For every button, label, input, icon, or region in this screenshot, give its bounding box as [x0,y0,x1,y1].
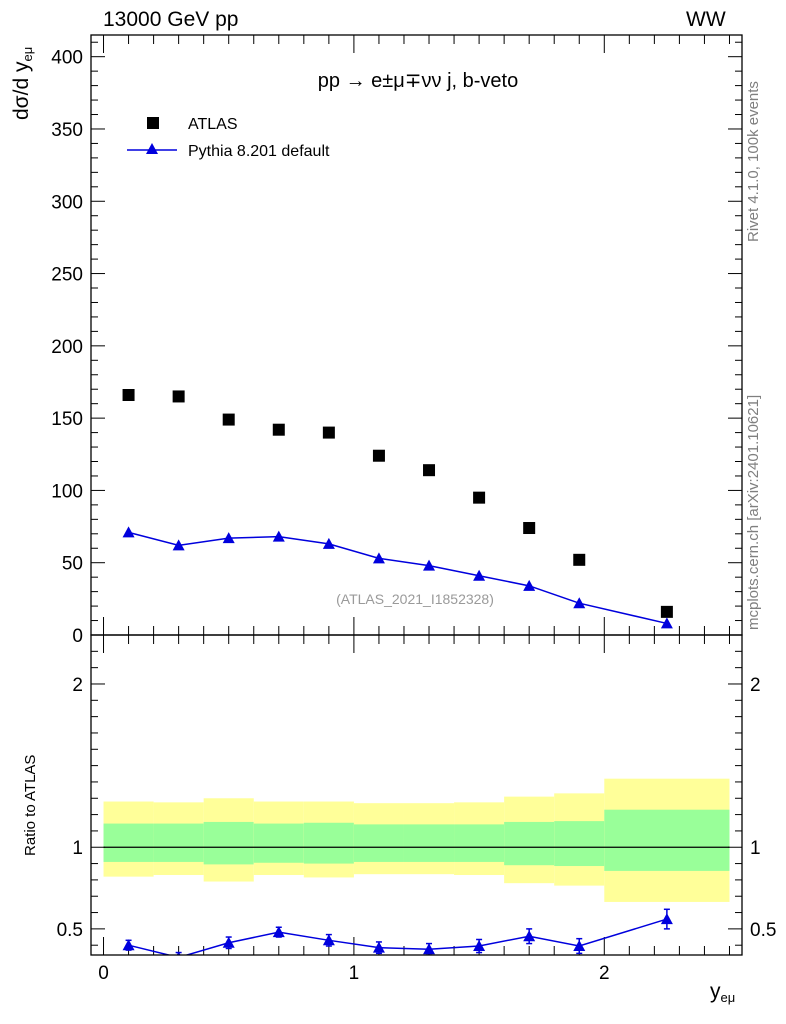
x-axis-label: yeμ [710,980,735,1005]
pythia-data-point [660,617,673,629]
atlas-data-point [523,522,536,535]
main-title: pp → e±μ∓νν j, b-veto [318,70,518,92]
x-axis-label-text: y [710,980,721,1003]
analysis-tag: (ATLAS_2021_I1852328) [336,591,494,607]
pythia-data-point [322,537,335,549]
ratio-uncertainty-bands [103,778,730,902]
pythia-data-point [423,559,436,571]
ratio-band-green [604,809,730,871]
atlas-data-point [322,426,335,439]
atlas-data-point [372,449,385,462]
x-tick-label: 1 [349,963,360,984]
pythia-data-point [573,597,586,609]
main-y-tick-label: 350 [51,120,83,141]
ratio-pythia-data-point [423,943,436,955]
ratio-pythia-data-point [122,939,135,951]
atlas-data-point [423,464,436,477]
ratio-band-green [203,821,254,865]
main-y-axis-label-subscript: eμ [20,46,35,62]
main-y-tick-label: 150 [51,409,83,430]
pythia-data-point [372,552,385,564]
ratio-band-green [554,821,605,867]
main-y-tick-label: 300 [51,192,83,213]
atlas-data-point [660,605,673,618]
ratio-pythia-data-point [322,934,335,946]
ratio-y-tick-label-right: 2 [750,675,761,696]
atlas-data-point [172,390,185,403]
ratio-y-tick-label-right: 1 [750,838,761,859]
ratio-band-green [504,821,555,866]
pythia-data-point [122,526,135,538]
ratio-band-green [153,823,204,862]
ratio-band-green [253,823,304,863]
energy-label: 13000 GeV pp [103,8,239,31]
main-y-tick-label: 400 [51,48,83,69]
ratio-pythia-data-point [660,913,673,925]
ratio-band-green [403,824,455,862]
ratio-pythia-data-point [222,936,235,948]
ratio-band-green [303,822,354,864]
legend-atlas-marker [147,117,159,129]
atlas-data-point [473,491,486,504]
ratio-pythia-data-point [372,941,385,953]
pythia-data-point [172,539,185,551]
ratio-band-green [454,824,505,862]
ratio-y-tick-label: 1 [72,838,83,859]
ratio-pythia-data-point [573,940,586,952]
atlas-data-point [222,413,235,426]
ratio-pythia-data-point [473,940,486,952]
legend-atlas-label: ATLAS [188,116,238,133]
pythia-data-point [473,569,486,581]
x-tick-label: 0 [98,963,109,984]
ratio-pythia-data-point [272,926,285,938]
x-axis-label-subscript: eμ [720,990,736,1005]
legend-pythia-label: Pythia 8.201 default [188,143,330,160]
ratio-series [122,908,673,955]
rivet-label: Rivet 4.1.0, 100k events [745,81,762,242]
pythia-data-point [222,532,235,544]
main-series [122,389,673,629]
mcplots-label: mcplots.cern.ch [arXiv:2401.10621] [745,394,762,630]
atlas-data-point [272,423,285,436]
pythia-data-point [523,579,536,591]
ratio-y-tick-label: 0.5 [57,920,83,941]
x-tick-label: 2 [599,963,610,984]
ratio-band-green [103,823,154,862]
process-label: WW [686,8,726,31]
main-y-tick-label: 50 [62,554,83,575]
main-y-tick-label: 100 [51,481,83,502]
legend-pythia-marker [146,143,158,154]
main-axis-ticks: 0 50 100 150 200 250 300 350 400 [51,35,742,647]
atlas-data-point [122,389,135,401]
main-y-axis-label: dσ/d yeμ [10,47,35,120]
ratio-pythia-data-point [523,930,536,942]
ratio-frame [90,634,743,956]
pythia-data-point [272,530,285,542]
main-y-axis-label-text: dσ/d y [10,61,33,121]
ratio-pythia-data-point [176,951,181,955]
main-y-tick-label: 250 [51,265,83,286]
atlas-data-point [573,553,586,566]
ratio-y-axis-label: Ratio to ATLAS [22,754,39,856]
ratio-axis-ticks: 0.5 0.5 1 1 2 2 0 1 2 [57,635,776,984]
main-y-tick-label: 200 [51,337,83,358]
ratio-band-green [353,824,404,862]
legend: ATLAS Pythia 8.201 default [127,116,330,160]
ratio-y-tick-label-right: 0.5 [750,920,776,941]
ratio-y-tick-label: 2 [72,675,83,696]
main-y-tick-label: 0 [72,626,83,647]
